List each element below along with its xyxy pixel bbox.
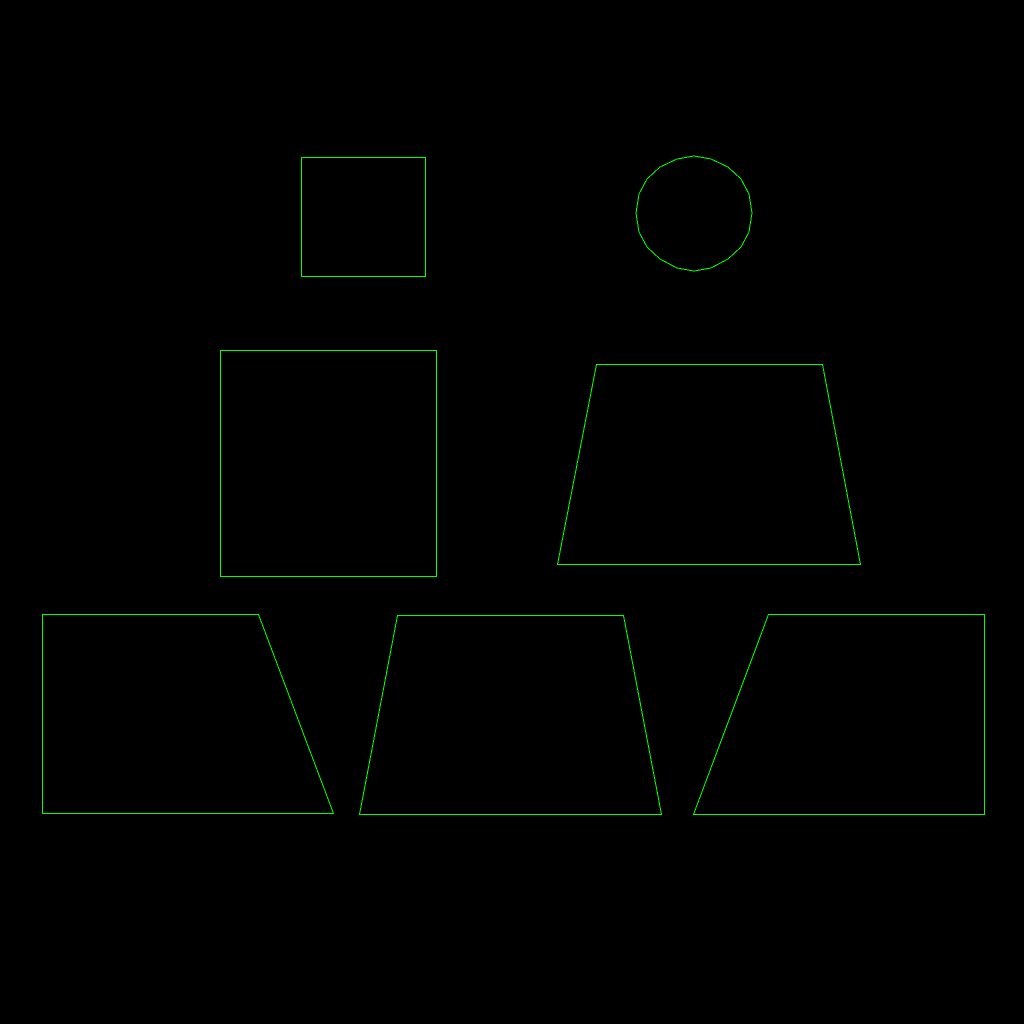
right-trapezoid-left-outline [42,614,335,814]
large-square-outline [220,350,437,577]
trapezoid-bottom-middle-outline [358,615,663,815]
small-square-outline [301,157,426,277]
trapezoid-outline [556,364,862,565]
right-trapezoid-right-outline [692,614,985,815]
circle-outline [635,155,753,272]
